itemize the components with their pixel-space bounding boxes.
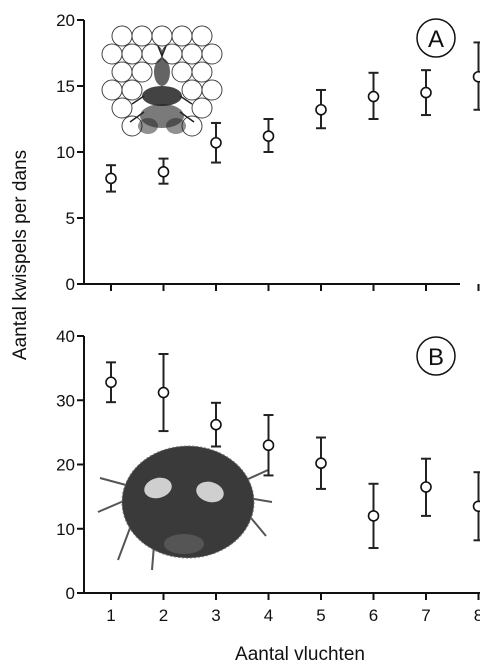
plot-area: 0 5 10 15 20 0 10 20 30 40 1 2 3 4 5 6 7 8: [56, 11, 480, 625]
y-tick-label: 40: [56, 327, 75, 346]
data-marker: [420, 481, 432, 493]
panel-b-badge: [416, 336, 456, 376]
data-point: [157, 352, 170, 433]
y-tick-label: 10: [56, 143, 75, 162]
data-marker: [315, 103, 327, 116]
data-point: [315, 436, 327, 490]
panel-a-badge: [416, 18, 456, 58]
honeycomb-bee-illustration: [101, 25, 223, 137]
data-point: [420, 457, 432, 517]
data-marker: [367, 90, 380, 103]
data-marker: [367, 510, 380, 522]
data-marker: [157, 386, 170, 399]
y-tick-label: 0: [66, 584, 75, 603]
data-marker: [262, 130, 275, 142]
x-tick-label: 7: [421, 606, 430, 625]
panel-a-label: A: [416, 18, 456, 58]
data-marker: [157, 166, 170, 178]
x-tick-label: 1: [106, 606, 115, 625]
data-point: [210, 121, 222, 164]
data-point: [105, 164, 117, 193]
y-tick-label: 20: [56, 11, 75, 30]
data-marker: [210, 418, 222, 431]
x-tick-label: 8: [474, 606, 480, 625]
x-axis-title: Aantal vluchten: [235, 644, 365, 665]
data-marker: [472, 70, 480, 83]
data-point: [315, 88, 327, 130]
panel-a: A: [101, 18, 456, 137]
data-point: [157, 157, 170, 185]
x-tick-label: 4: [264, 606, 273, 625]
data-marker: [420, 86, 432, 99]
y-tick-label: 5: [66, 209, 75, 228]
panel-a-letter: A: [428, 26, 444, 53]
data-point: [420, 69, 432, 117]
data-marker: [262, 439, 275, 452]
x-tick-label: 5: [316, 606, 325, 625]
data-marker: [210, 136, 222, 149]
y-tick-label: 0: [66, 275, 75, 294]
x-tick-label: 2: [159, 606, 168, 625]
panel-a-plot: 0 5 10 15 20: [56, 11, 480, 294]
dancer-head-illustration: [97, 445, 273, 571]
data-point: [367, 71, 380, 120]
data-point: [472, 471, 480, 542]
y-axis-title: Aantal kwispels per dans: [10, 150, 31, 360]
panel-b-label: B: [416, 336, 456, 376]
data-marker: [315, 457, 327, 470]
y-tick-label: 20: [56, 456, 75, 475]
x-tick-label: 3: [211, 606, 220, 625]
data-point: [262, 414, 275, 477]
y-tick-label: 10: [56, 520, 75, 539]
data-point: [367, 482, 380, 550]
x-tick-label: 6: [369, 606, 378, 625]
data-marker: [105, 376, 117, 389]
data-point: [105, 361, 117, 404]
panel-b-plot: 0 10 20 30 40 1 2 3 4 5 6 7 8: [56, 327, 480, 625]
data-point: [210, 401, 222, 448]
panel-b-letter: B: [428, 344, 444, 371]
y-tick-label: 15: [56, 77, 75, 96]
panel-b: B: [97, 336, 456, 571]
data-point: [262, 118, 275, 153]
data-marker: [472, 500, 480, 513]
y-tick-label: 30: [56, 391, 75, 410]
data-point: [472, 41, 480, 111]
data-marker: [105, 172, 117, 185]
